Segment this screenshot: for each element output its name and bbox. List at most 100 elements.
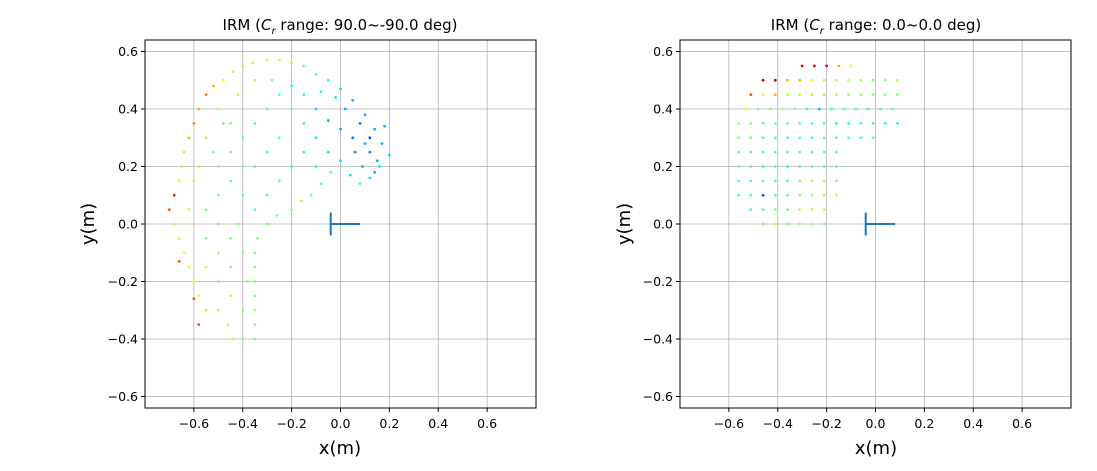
chart-right-point <box>810 179 814 183</box>
chart-left-point <box>251 61 254 65</box>
chart-left-point <box>253 265 257 269</box>
chart-left-point <box>339 87 342 91</box>
chart-right-point <box>859 136 863 140</box>
chart-left-point <box>192 297 196 301</box>
chart-right-point <box>849 64 853 68</box>
chart-left-point <box>216 308 220 312</box>
chart-right-point <box>822 136 826 140</box>
chart-left-point <box>229 294 232 298</box>
chart-right-point <box>871 78 875 82</box>
chart-left-point <box>319 90 323 94</box>
chart-right-point <box>773 136 777 140</box>
chart-right-point <box>810 121 814 125</box>
chart-left-point <box>192 179 196 183</box>
chart-left-point <box>221 78 225 82</box>
chart-left-point <box>241 136 245 140</box>
chart-left-ytick-label: −0.4 <box>108 332 138 347</box>
chart-right-ytick-label: 0.0 <box>653 217 673 232</box>
chart-right-point <box>749 136 753 140</box>
chart-left-point <box>180 165 184 168</box>
chart-left-point <box>275 213 279 217</box>
chart-left-xtick-label: −0.6 <box>179 416 209 431</box>
chart-right-point <box>786 93 789 97</box>
chart-right-point <box>883 78 887 82</box>
chart-left-point <box>358 182 362 186</box>
chart-right-point <box>769 107 772 111</box>
chart-right-point <box>878 107 882 111</box>
chart-left-xtick-label: −0.4 <box>228 416 258 431</box>
chart-left-xtick-label: 0.0 <box>331 416 351 431</box>
chart-right-point <box>835 150 838 154</box>
chart-right-point <box>786 78 789 82</box>
chart-right-point <box>749 179 753 183</box>
chart-right-point <box>847 78 851 82</box>
chart-left-point <box>253 78 257 82</box>
chart-left-point <box>241 64 245 68</box>
chart-left-point <box>241 165 245 168</box>
chart-left-point <box>290 208 294 212</box>
chart-right-point <box>847 136 851 140</box>
chart-right-point <box>793 107 797 111</box>
chart-left-point <box>351 98 355 102</box>
chart-left-point <box>351 136 355 140</box>
chart-right-point <box>737 136 741 140</box>
chart-right-point <box>810 78 814 82</box>
chart-right-point <box>798 136 802 140</box>
chart-left-point <box>236 93 240 97</box>
chart-left-point <box>314 136 318 140</box>
chart-right-point <box>822 179 826 183</box>
chart-right-point <box>786 121 789 125</box>
chart-left-point <box>334 96 338 99</box>
chart-right-point <box>822 208 826 212</box>
chart-right-point <box>835 93 838 97</box>
chart-right-point <box>773 78 777 82</box>
chart-left-point <box>192 121 196 125</box>
chart-right-point <box>859 121 863 125</box>
chart-right-point <box>866 107 870 111</box>
chart-right-point <box>737 193 741 197</box>
chart-left-point <box>319 182 323 186</box>
chart-left-point <box>265 107 269 111</box>
chart-right-point <box>773 208 777 212</box>
chart-right-point <box>835 78 838 82</box>
chart-right-ytick-label: 0.4 <box>653 102 673 117</box>
chart-left-point <box>197 165 201 168</box>
chart-left-point <box>339 159 342 163</box>
chart-right-point <box>773 193 777 197</box>
chart-left-point <box>172 193 176 197</box>
chart-right-point <box>786 179 789 183</box>
chart-right-point <box>756 107 760 111</box>
chart-right-point <box>798 78 802 82</box>
chart-right-point <box>822 222 826 226</box>
chart-left-xtick-label: −0.2 <box>276 416 306 431</box>
chart-left-title: IRM (Cr range: 90.0~-90.0 deg) <box>223 16 458 37</box>
chart-left-point <box>358 121 362 125</box>
chart-left-point <box>229 121 232 125</box>
chart-right-point <box>825 64 829 68</box>
chart-right-point <box>749 121 753 125</box>
chart-left-point <box>182 251 186 255</box>
chart-left-point <box>278 58 281 62</box>
chart-right-point <box>761 193 765 197</box>
chart-left-point <box>229 179 232 183</box>
chart-left-point <box>212 84 215 88</box>
chart-left-point <box>253 337 257 341</box>
chart-left-point <box>378 165 381 168</box>
chart-right-point <box>773 93 777 97</box>
chart-right-point <box>781 107 785 111</box>
chart-left-point <box>204 136 208 140</box>
chart-right-title: IRM (Cr range: 0.0~0.0 deg) <box>771 16 981 37</box>
chart-left-point <box>326 150 330 154</box>
chart-left-point <box>216 251 220 255</box>
chart-right-point <box>737 165 741 168</box>
chart-right-point <box>761 222 765 226</box>
chart-left-point <box>368 150 372 154</box>
chart-left-point <box>212 150 215 154</box>
chart-left-point <box>326 78 330 82</box>
chart-left-point <box>216 165 220 168</box>
chart-right-point <box>798 93 802 97</box>
chart-right-point <box>847 93 851 97</box>
chart-left-point <box>339 127 342 131</box>
chart-left-point <box>241 308 245 312</box>
